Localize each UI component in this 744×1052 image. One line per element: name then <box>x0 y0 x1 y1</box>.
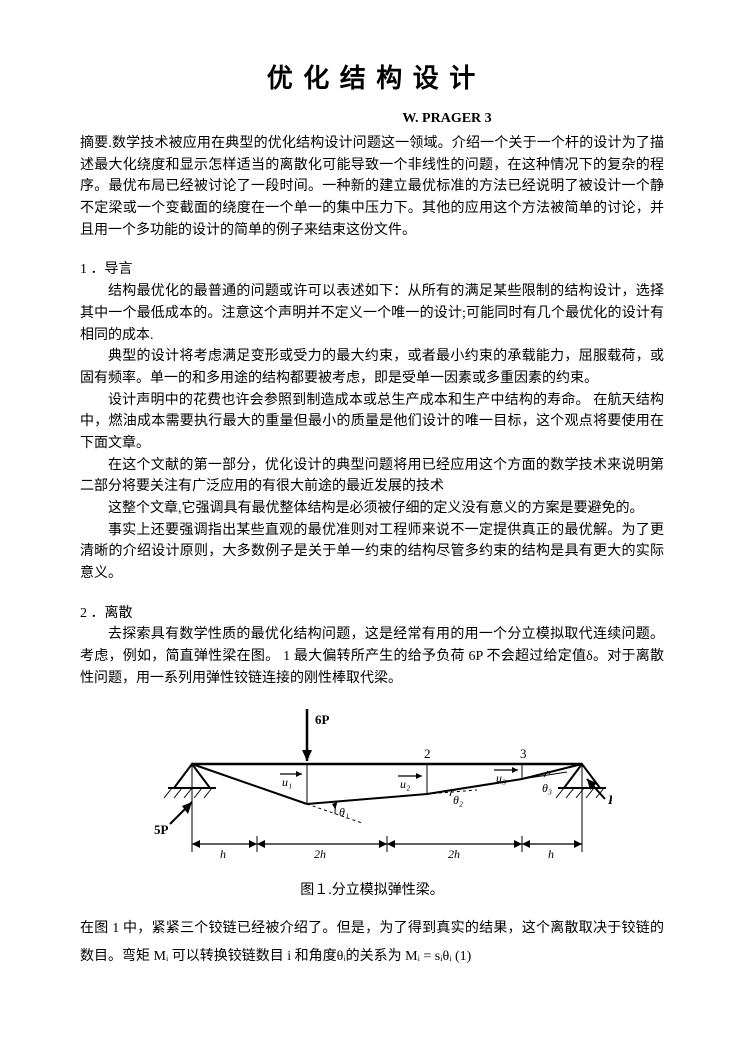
fig-theta-1: θ₁ <box>339 805 349 819</box>
fig-theta-3: θ₃ <box>542 781 552 795</box>
s1-p2: 典型的设计将考虑满足变形或受力的最大约束，或者最小约束的承载能力，屈服载荷，或固… <box>80 346 664 389</box>
abstract-label: 摘要. <box>80 136 112 151</box>
post-fig-p1: 在图 1 中，紧紧三个铰链已经被介绍了。但是，为了得到真实的结果，这个离散取决于… <box>80 915 664 971</box>
fig-u3: u₃ <box>496 771 506 785</box>
s1-p6: 事实上还要强调指出某些直观的最优准则对工程师来说不一定提供真正的最优解。为了更清… <box>80 520 664 585</box>
s2-p1: 去探索具有数学性质的最优化结构问题，这是经常有用的用一个分立模拟取代连续问题。考… <box>80 624 664 689</box>
fig-dim-h2: h <box>548 847 554 861</box>
page-title: 优 化 结 构 设 计 <box>80 58 664 95</box>
fig-u1: u₁ <box>282 775 292 789</box>
fig-node-1: 1 <box>304 746 311 761</box>
fig-dim-2h1: 2h <box>314 847 326 861</box>
fig-node-3: 3 <box>520 746 527 761</box>
s1-p1: 结构最优化的最普通的问题或许可以表述如下：从所有的满足某些限制的结构设计，选择其… <box>80 281 664 346</box>
figure-1-caption: 图１.分立模拟弹性梁。 <box>80 879 664 899</box>
fig-dim-2h2: 2h <box>448 847 460 861</box>
s1-p4: 在这个文献的第一部分，优化设计的典型问题将用已经应用这个方面的数学技术来说明第二… <box>80 455 664 498</box>
fig-u2: u₂ <box>400 777 410 791</box>
fig-label-6p: 6P <box>315 712 330 727</box>
abstract-text: 数学技术被应用在典型的优化结构设计问题这一领域。介绍一个关于一个杆的设计为了描述… <box>80 136 664 238</box>
fig-label-p: P <box>608 792 612 807</box>
fig-node-2: 2 <box>424 746 431 761</box>
section-1-head: 1 ．导言 <box>80 259 664 281</box>
s1-p3: 设计声明中的花费也许会参照到制造成本或总生产成本和生产中结构的寿命。 在航天结构… <box>80 390 664 455</box>
s1-p5: 这整个文章,它强调具有最优整体结构是必须被仔细的定义没有意义的方案是要避免的。 <box>80 498 664 520</box>
page: 优 化 结 构 设 计 W. PRAGER 3 摘要.数学技术被应用在典型的优化… <box>0 0 744 1011</box>
figure-1: 6P 1 2 3 <box>132 704 612 869</box>
fig-label-5p: 5P <box>154 822 169 837</box>
fig-theta-2: θ₂ <box>453 793 463 807</box>
abstract: 摘要.数学技术被应用在典型的优化结构设计问题这一领域。介绍一个关于一个杆的设计为… <box>80 133 664 241</box>
section-2-head: 2 ．离散 <box>80 603 664 625</box>
author-line: W. PRAGER 3 <box>80 111 664 127</box>
fig-dim-h1: h <box>220 847 226 861</box>
